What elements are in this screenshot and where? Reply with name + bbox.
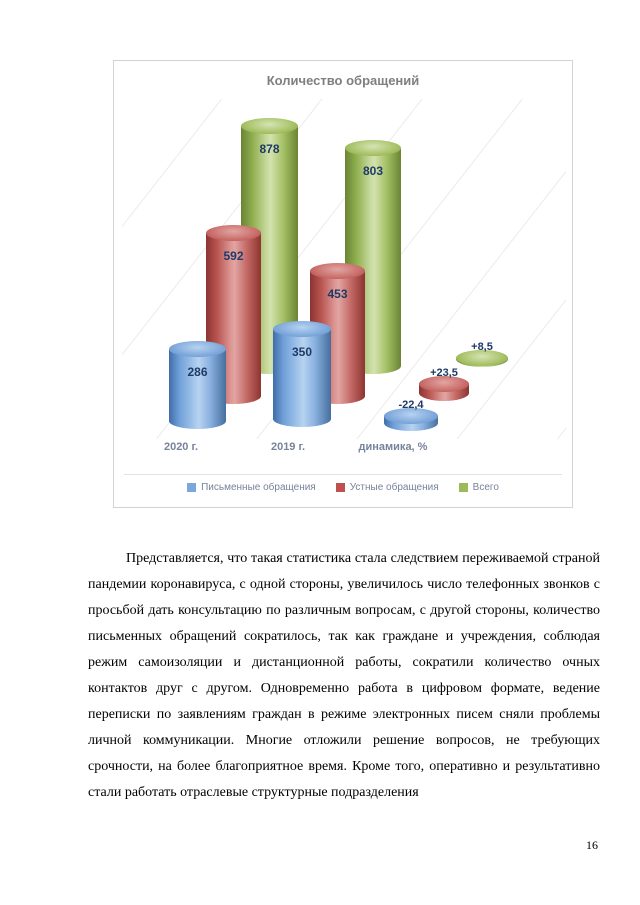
cylinder-top bbox=[169, 341, 226, 357]
category-label-2020: 2020 г. bbox=[163, 441, 199, 453]
cylinder-top bbox=[384, 408, 438, 424]
data-label: +8,5 bbox=[471, 341, 493, 353]
legend-swatch-total bbox=[458, 483, 468, 492]
data-label: 803 bbox=[362, 164, 384, 178]
bar-oral-2020: 592 bbox=[206, 225, 261, 404]
cylinder-top bbox=[273, 321, 331, 337]
bar-oral-dynamics: +23,5 bbox=[419, 367, 469, 401]
legend-item-total: Всего bbox=[458, 482, 499, 493]
appeals-chart: Количество обращений 878 803 +8,5 592 bbox=[113, 60, 573, 508]
data-label: 878 bbox=[259, 142, 280, 156]
bar-total-dynamics: +8,5 bbox=[456, 341, 508, 367]
chart-legend: Письменные обращения Устные обращения Вс… bbox=[114, 482, 572, 493]
cylinder-top bbox=[206, 225, 261, 241]
body-paragraph: Представляется, что такая статистика ста… bbox=[88, 551, 600, 800]
data-label: -22,4 bbox=[398, 399, 424, 411]
category-label-2019: 2019 г. bbox=[270, 441, 306, 453]
legend-separator bbox=[124, 474, 562, 475]
cylinder-body bbox=[169, 349, 226, 429]
legend-swatch-written bbox=[187, 483, 197, 492]
page-number: 16 bbox=[586, 838, 598, 852]
cylinder-top bbox=[241, 118, 298, 134]
legend-label: Устные обращения bbox=[349, 482, 439, 493]
data-label: 453 bbox=[327, 287, 348, 301]
cylinder-body bbox=[273, 329, 331, 427]
cylinder-top bbox=[419, 376, 469, 392]
cylinder-top bbox=[345, 140, 401, 156]
legend-swatch-oral bbox=[335, 483, 345, 492]
legend-label: Письменные обращения bbox=[201, 482, 316, 493]
bar-written-dynamics: -22,4 bbox=[384, 399, 438, 431]
bar-written-2020: 286 bbox=[169, 341, 226, 429]
data-label: +23,5 bbox=[430, 367, 458, 379]
data-label: 592 bbox=[223, 249, 244, 263]
legend-label: Всего bbox=[472, 482, 499, 493]
data-label: 350 bbox=[291, 345, 313, 359]
legend-item-written: Письменные обращения bbox=[187, 482, 316, 493]
legend-item-oral: Устные обращения bbox=[335, 482, 439, 493]
data-label: 286 bbox=[187, 365, 208, 379]
cylinder-top bbox=[310, 263, 365, 279]
bar-written-2019: 350 bbox=[273, 321, 331, 427]
cylinder-top bbox=[456, 350, 508, 366]
chart-title: Количество обращений bbox=[266, 73, 420, 88]
category-label-dynamics: динамика, % bbox=[358, 441, 428, 453]
